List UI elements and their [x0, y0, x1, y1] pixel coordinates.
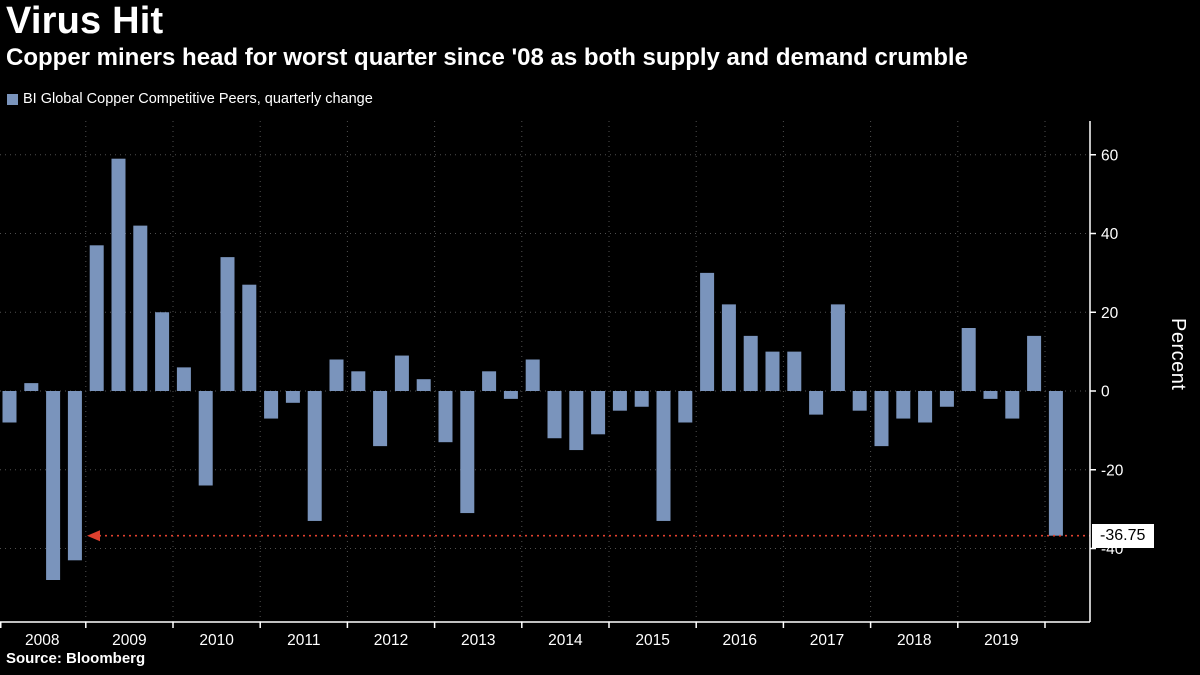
x-tick-label: 2013: [461, 632, 495, 649]
bar-2008-Q3: [46, 391, 61, 580]
x-tick-label: 2009: [112, 632, 146, 649]
x-tick-label: 2012: [374, 632, 408, 649]
chart-subtitle: Copper miners head for worst quarter sin…: [6, 44, 968, 71]
bar-2019-Q3: [1005, 391, 1020, 419]
bar-2019-Q4: [1027, 335, 1042, 391]
bar-2012-Q3: [394, 355, 409, 391]
bar-2015-Q3: [656, 391, 671, 521]
bar-2015-Q2: [634, 391, 649, 407]
x-tick-label: 2017: [810, 632, 844, 649]
bar-2013-Q1: [438, 391, 453, 443]
bar-2012-Q1: [351, 371, 366, 391]
bar-2019-Q2: [983, 391, 998, 399]
bar-2010-Q2: [198, 391, 213, 486]
bar-2009-Q3: [133, 225, 148, 391]
bar-2017-Q4: [852, 391, 867, 411]
bar-2015-Q1: [612, 391, 627, 411]
bar-2012-Q4: [416, 379, 431, 391]
bar-2018-Q4: [939, 391, 954, 407]
bar-2010-Q1: [176, 367, 191, 391]
y-tick-label: -20: [1101, 462, 1124, 479]
bar-2020-Q1: [1048, 391, 1063, 536]
bar-2011-Q3: [307, 391, 322, 521]
legend-swatch: [7, 93, 18, 105]
bar-2017-Q3: [830, 304, 845, 391]
bar-2013-Q4: [503, 391, 518, 399]
bar-2009-Q4: [155, 312, 170, 391]
bar-2016-Q2: [721, 304, 736, 391]
y-tick-label: 60: [1101, 147, 1119, 164]
bar-2018-Q1: [874, 391, 889, 447]
bar-2016-Q1: [700, 272, 715, 391]
bar-2014-Q4: [591, 391, 606, 435]
annotation-arrow-icon: [87, 530, 100, 542]
bar-2009-Q2: [111, 158, 126, 391]
bar-2018-Q2: [896, 391, 911, 419]
bar-2010-Q3: [220, 257, 235, 391]
bar-2008-Q4: [67, 391, 82, 561]
x-tick-label: 2008: [25, 632, 59, 649]
y-tick-label: 40: [1101, 226, 1119, 243]
legend-label: BI Global Copper Competitive Peers, quar…: [23, 91, 373, 107]
bar-2009-Q1: [89, 245, 104, 391]
x-tick-label: 2015: [635, 632, 669, 649]
chart-title: Virus Hit: [6, 0, 164, 42]
x-tick-label: 2016: [723, 632, 757, 649]
bar-2011-Q1: [264, 391, 279, 419]
bar-2008-Q1: [2, 391, 17, 423]
x-tick-label: 2019: [984, 632, 1018, 649]
bar-2008-Q2: [24, 383, 39, 391]
bar-2019-Q1: [961, 328, 976, 391]
bar-2013-Q2: [460, 391, 475, 514]
bar-2018-Q3: [918, 391, 933, 423]
bar-2011-Q2: [285, 391, 300, 403]
bar-2013-Q3: [482, 371, 497, 391]
bar-2011-Q4: [329, 359, 344, 391]
bar-2014-Q1: [525, 359, 540, 391]
bar-2014-Q3: [569, 391, 584, 451]
bar-2012-Q2: [373, 391, 388, 447]
y-axis-title: Percent: [1167, 318, 1189, 391]
bar-2016-Q3: [743, 335, 758, 391]
bar-2017-Q2: [809, 391, 824, 415]
y-tick-label: 20: [1101, 305, 1119, 322]
x-tick-label: 2010: [199, 632, 234, 649]
source-note: Source: Bloomberg: [6, 650, 146, 667]
annotation-value-badge: -36.75: [1092, 523, 1155, 548]
bar-2016-Q4: [765, 351, 780, 391]
bar-2014-Q2: [547, 391, 562, 439]
x-tick-label: 2014: [548, 632, 583, 649]
legend: BI Global Copper Competitive Peers, quar…: [7, 91, 373, 107]
x-tick-label: 2018: [897, 632, 931, 649]
x-tick-label: 2011: [287, 632, 320, 649]
y-tick-label: 0: [1101, 384, 1110, 401]
bar-2017-Q1: [787, 351, 802, 391]
bar-2010-Q4: [242, 284, 257, 391]
bar-2015-Q4: [678, 391, 693, 423]
